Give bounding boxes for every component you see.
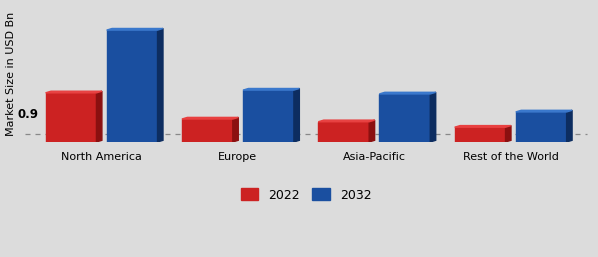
Polygon shape xyxy=(454,126,511,127)
Text: 0.9: 0.9 xyxy=(17,108,38,122)
Bar xyxy=(45,93,96,142)
Polygon shape xyxy=(182,117,238,119)
Polygon shape xyxy=(106,29,163,30)
Y-axis label: Market Size in USD Bn: Market Size in USD Bn xyxy=(5,12,16,136)
Polygon shape xyxy=(233,117,238,142)
Polygon shape xyxy=(515,110,572,112)
Bar xyxy=(182,119,233,142)
Polygon shape xyxy=(45,91,102,93)
Polygon shape xyxy=(369,120,374,142)
Bar xyxy=(515,112,567,142)
Bar xyxy=(379,94,431,142)
Polygon shape xyxy=(318,120,374,122)
Legend: 2022, 2032: 2022, 2032 xyxy=(236,183,377,207)
Polygon shape xyxy=(379,92,436,94)
Bar xyxy=(454,127,505,142)
Polygon shape xyxy=(157,29,163,142)
Polygon shape xyxy=(431,92,436,142)
Polygon shape xyxy=(243,88,300,90)
Bar xyxy=(318,122,369,142)
Polygon shape xyxy=(567,110,572,142)
Polygon shape xyxy=(96,91,102,142)
Polygon shape xyxy=(505,126,511,142)
Bar xyxy=(243,90,294,142)
Polygon shape xyxy=(294,88,300,142)
Bar xyxy=(106,30,157,142)
